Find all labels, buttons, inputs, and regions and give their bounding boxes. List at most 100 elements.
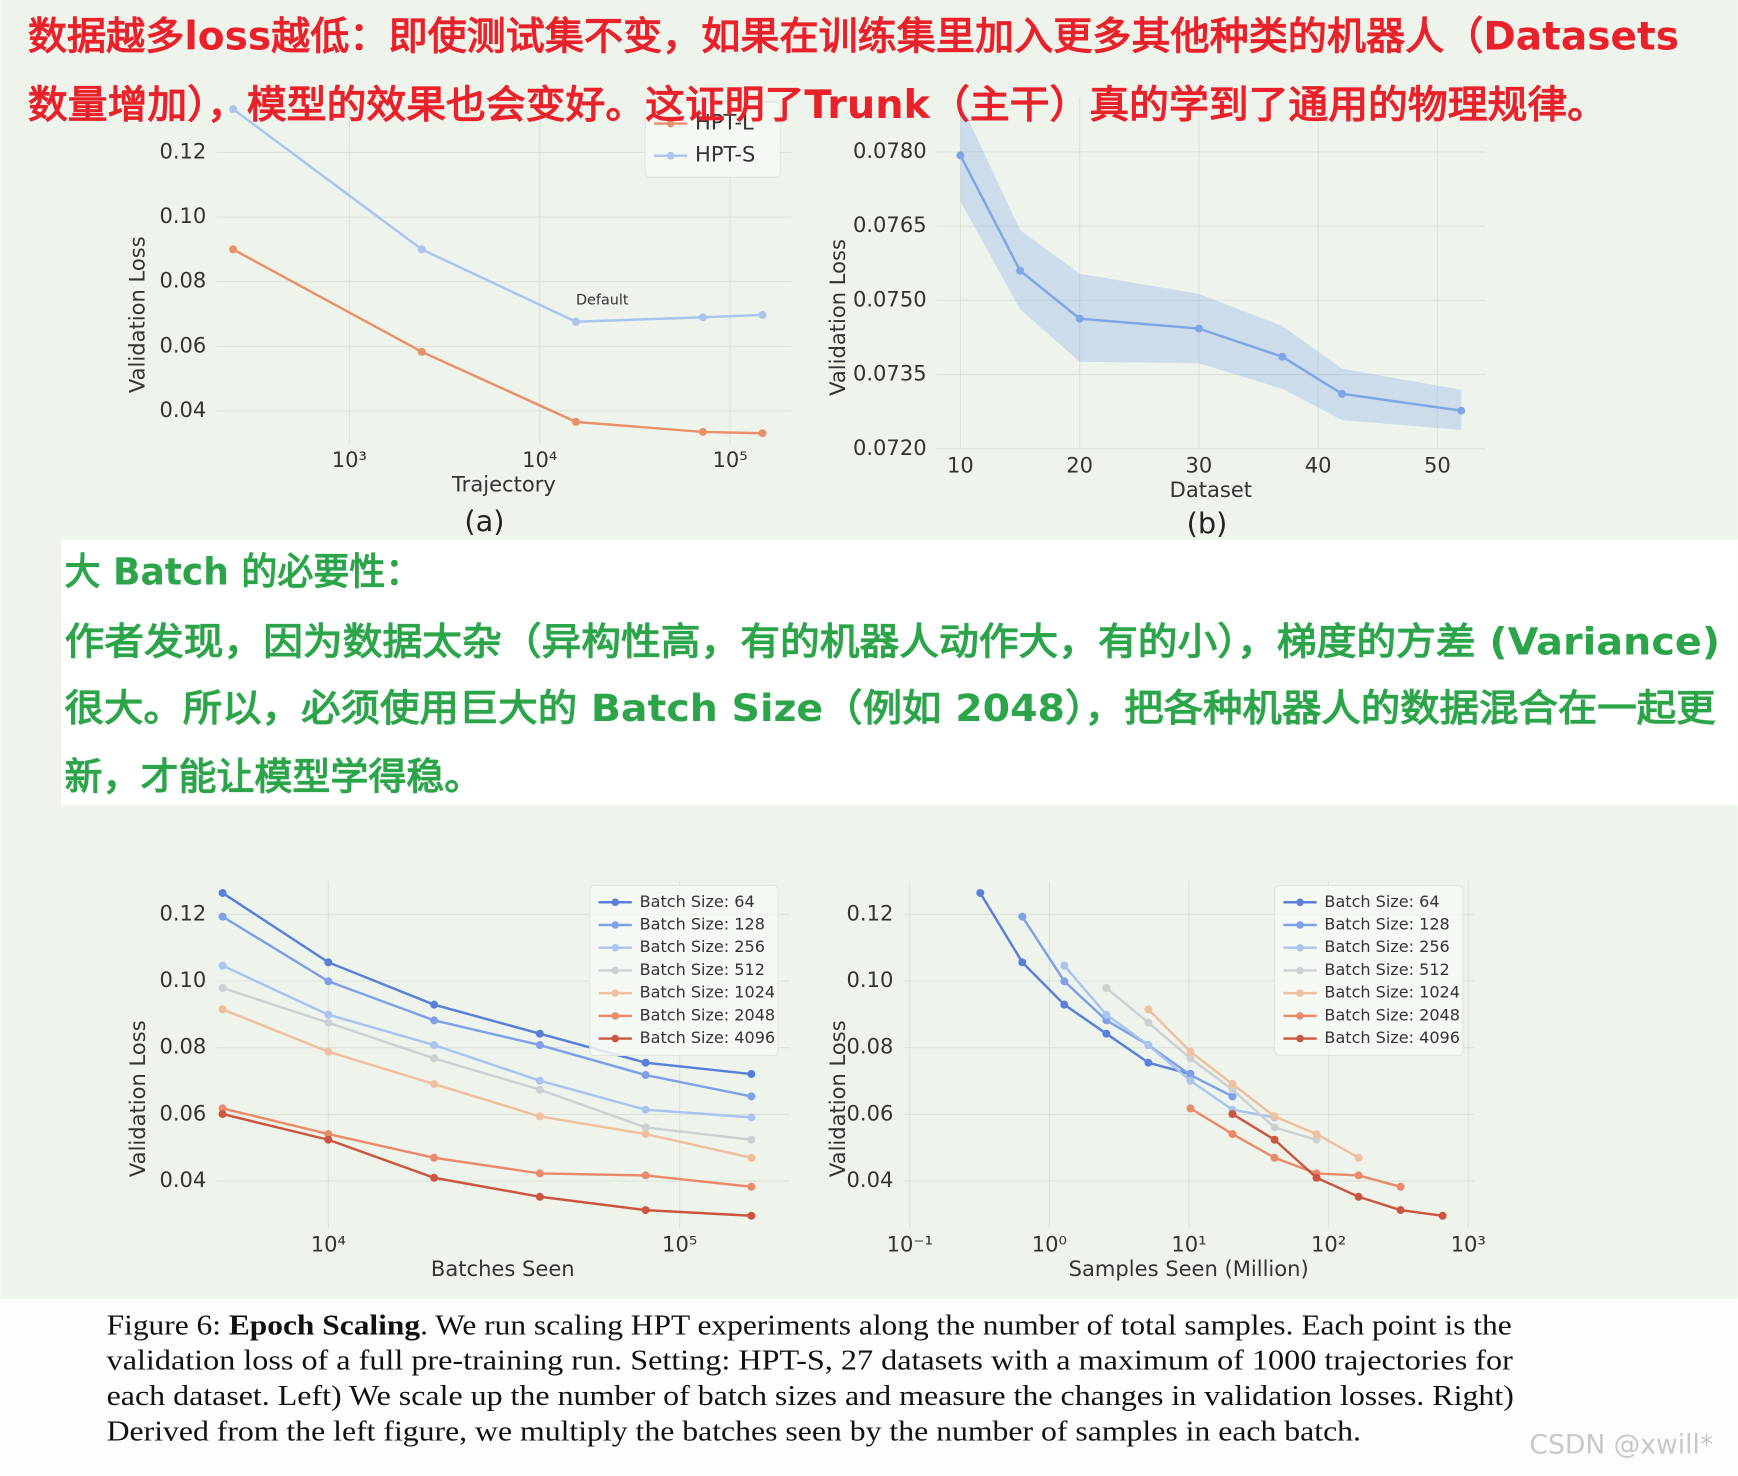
note-line: 新，才能让模型学得稳。 bbox=[65, 755, 483, 799]
data-point bbox=[324, 1135, 333, 1144]
x-tick-label: 10⁵ bbox=[712, 447, 747, 472]
data-point bbox=[430, 1080, 439, 1089]
data-point bbox=[324, 958, 333, 967]
data-point bbox=[535, 1085, 544, 1094]
data-point bbox=[1396, 1206, 1405, 1215]
y-tick-label: 0.0720 bbox=[853, 435, 927, 460]
legend-marker bbox=[611, 898, 620, 907]
y-tick-label: 0.10 bbox=[159, 203, 206, 228]
data-point bbox=[956, 151, 965, 160]
data-point bbox=[218, 888, 227, 897]
caption-background bbox=[0, 1298, 1738, 1476]
data-point bbox=[1016, 266, 1025, 275]
y-tick-label: 0.08 bbox=[159, 1034, 206, 1059]
legend-label: Batch Size: 128 bbox=[640, 914, 765, 933]
charts: 0.04 0.06 0.08 0.10 0.12 10³ 10⁴ 10⁵ Trajectory V… bbox=[125, 97, 1486, 1281]
data-point bbox=[535, 1169, 544, 1178]
series-line bbox=[221, 915, 752, 1098]
x-axis-label: Dataset bbox=[1170, 477, 1252, 502]
legend-label: Batch Size: 256 bbox=[1324, 937, 1449, 956]
caption-line: validation loss of a full pre-training r… bbox=[107, 1345, 1514, 1377]
legend-marker bbox=[1296, 1012, 1304, 1020]
legend-label: Batch Size: 64 bbox=[640, 892, 755, 911]
data-point bbox=[1278, 352, 1287, 361]
y-tick-label: 0.0735 bbox=[853, 361, 927, 386]
x-tick-label: 10² bbox=[1311, 1232, 1346, 1257]
data-point bbox=[1312, 1135, 1321, 1144]
y-tick-label: 0.08 bbox=[159, 268, 206, 293]
y-tick-label: 0.12 bbox=[159, 138, 206, 163]
data-point bbox=[430, 1153, 439, 1162]
x-tick-label: 10⁵ bbox=[662, 1232, 697, 1257]
data-point bbox=[1270, 1135, 1279, 1144]
data-point bbox=[1396, 1182, 1405, 1191]
y-axis-label: Validation Loss bbox=[825, 1020, 850, 1177]
legend-marker bbox=[1296, 921, 1304, 929]
legend-marker bbox=[1296, 1034, 1304, 1043]
data-point bbox=[218, 912, 227, 921]
data-point bbox=[758, 310, 767, 319]
data-point bbox=[1060, 977, 1069, 986]
y-tick-label: 0.12 bbox=[847, 900, 894, 925]
legend-label: Batch Size: 128 bbox=[1324, 914, 1449, 933]
data-point bbox=[571, 317, 580, 326]
series-line bbox=[222, 1112, 752, 1218]
data-point bbox=[1102, 1029, 1111, 1038]
legend-marker bbox=[611, 1034, 620, 1043]
y-tick-label: 0.06 bbox=[159, 332, 206, 357]
y-tick-label: 0.08 bbox=[847, 1034, 894, 1059]
x-axis-label: Trajectory bbox=[451, 471, 556, 496]
series-line bbox=[979, 892, 1191, 1076]
y-axis-label: Validation Loss bbox=[125, 236, 150, 393]
data-point bbox=[417, 347, 426, 356]
y-tick-label: 0.12 bbox=[159, 900, 206, 925]
data-point bbox=[747, 1182, 756, 1191]
confidence-band bbox=[960, 102, 1462, 430]
data-point bbox=[1186, 1071, 1195, 1080]
data-point bbox=[218, 1110, 227, 1119]
y-tick-label: 0.04 bbox=[847, 1167, 894, 1192]
data-point bbox=[571, 417, 580, 426]
legend-marker bbox=[1296, 943, 1304, 952]
x-tick-label: 20 bbox=[1066, 453, 1093, 478]
x-tick-label: 10⁴ bbox=[522, 447, 557, 472]
data-point bbox=[535, 1041, 544, 1050]
y-tick-label: 0.0750 bbox=[853, 286, 927, 311]
note-line: 大 Batch 的必要性： bbox=[65, 550, 422, 594]
data-point bbox=[747, 1211, 756, 1220]
legend-label: Batch Size: 1024 bbox=[1324, 983, 1460, 1002]
caption-label: Figure 6: bbox=[107, 1309, 221, 1341]
y-tick-label: 0.10 bbox=[159, 967, 206, 992]
data-point bbox=[218, 984, 227, 992]
data-point bbox=[1144, 1041, 1153, 1050]
data-point bbox=[641, 1105, 650, 1114]
data-point bbox=[535, 1029, 544, 1038]
data-point bbox=[641, 1071, 650, 1080]
y-axis-label: Validation Loss bbox=[125, 1020, 150, 1177]
legend-marker bbox=[611, 966, 620, 975]
legend-marker bbox=[611, 943, 620, 952]
x-tick-label: 10¹ bbox=[1171, 1232, 1206, 1257]
data-point bbox=[430, 1041, 439, 1050]
x-tick-label: 10⁰ bbox=[1032, 1232, 1067, 1257]
data-point bbox=[1186, 1104, 1195, 1113]
data-point bbox=[417, 245, 426, 254]
data-point bbox=[1018, 958, 1027, 967]
data-point bbox=[1228, 1080, 1237, 1089]
data-point bbox=[747, 1070, 756, 1079]
data-point bbox=[1144, 1058, 1153, 1067]
series-line bbox=[1105, 987, 1317, 1141]
legend-label: Batch Size: 512 bbox=[1324, 960, 1449, 979]
caption-title: Epoch Scaling bbox=[229, 1309, 421, 1341]
series-line bbox=[1189, 1107, 1401, 1188]
data-point bbox=[1354, 1192, 1363, 1201]
data-point bbox=[1312, 1173, 1321, 1182]
data-point bbox=[430, 1173, 439, 1182]
data-point bbox=[1228, 1085, 1237, 1094]
data-point bbox=[641, 1130, 650, 1139]
series-line bbox=[221, 891, 752, 1076]
data-point bbox=[1194, 324, 1203, 333]
legend-label: Batch Size: 2048 bbox=[1324, 1005, 1460, 1024]
panel-label: (b) bbox=[1187, 506, 1228, 540]
data-point bbox=[430, 1000, 439, 1009]
